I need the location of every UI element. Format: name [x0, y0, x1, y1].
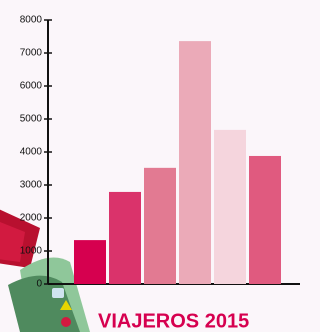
- chart-title: VIAJEROS 2015: [98, 310, 249, 332]
- chart: 0 1000 2000 3000 4000 5000 6000 7000 8000 VIAJERO…: [0, 0, 300, 332]
- y-tick-label: 2000: [20, 213, 43, 224]
- bar: [214, 130, 246, 284]
- bar: [74, 240, 106, 284]
- y-tick-label: 3000: [20, 180, 43, 191]
- y-tick-label: 7000: [20, 48, 43, 59]
- bar: [249, 156, 281, 284]
- bar: [109, 192, 141, 284]
- y-tick-label: 5000: [20, 114, 43, 125]
- y-tick-label: 0: [36, 279, 42, 290]
- bar: [144, 168, 176, 284]
- bar: [179, 41, 211, 284]
- y-tick-label: 4000: [20, 147, 43, 158]
- y-tick-label: 1000: [20, 246, 43, 257]
- y-tick-label: 8000: [20, 15, 43, 26]
- y-tick-label: 6000: [20, 81, 43, 92]
